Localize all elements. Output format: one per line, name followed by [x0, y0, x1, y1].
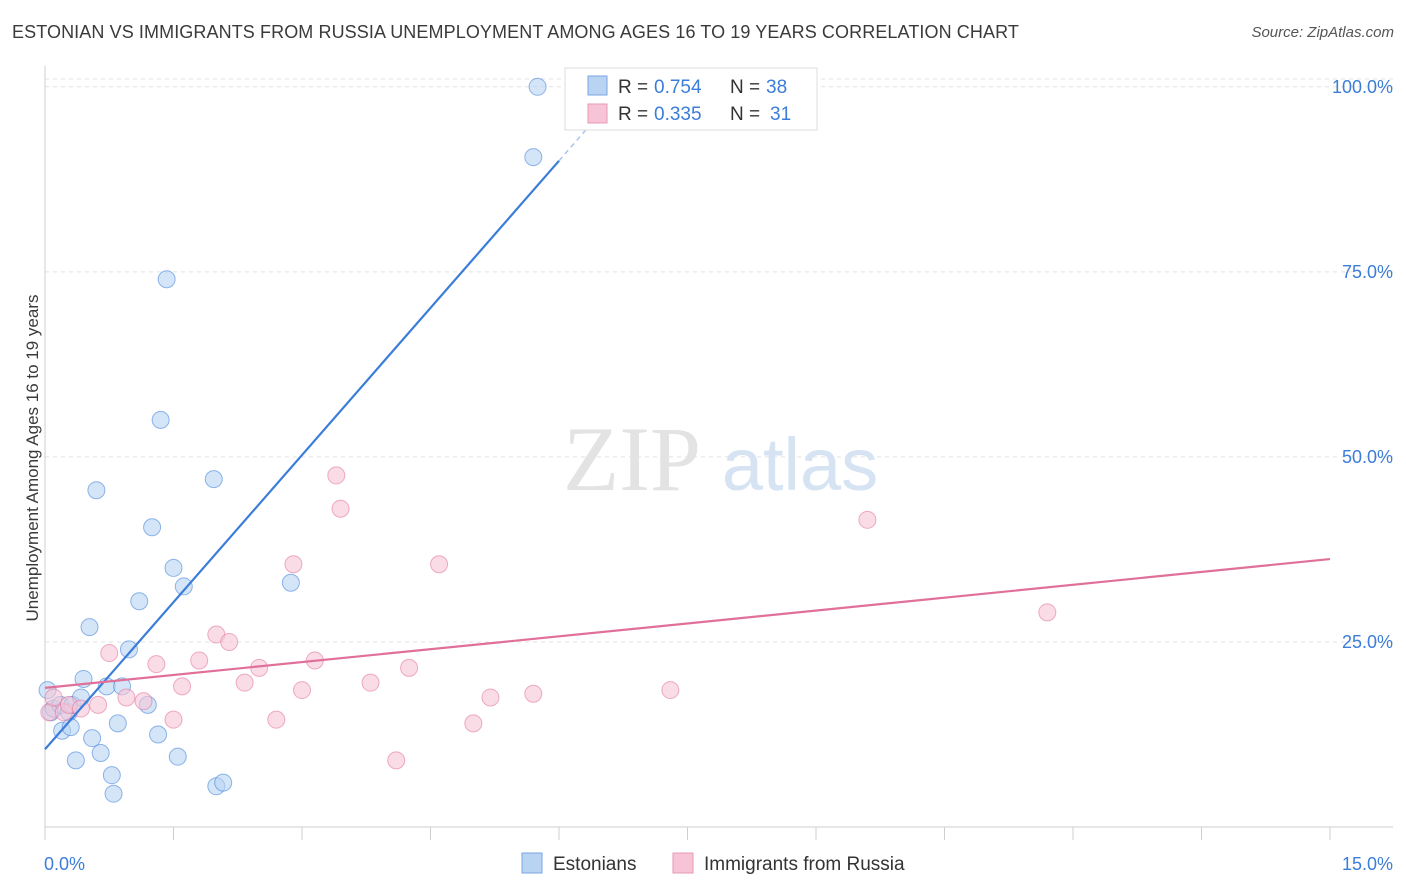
estonians-point-30 — [204, 470, 223, 489]
y-tick-label-100: 100.0% — [1332, 77, 1393, 97]
estonians-point-21 — [130, 592, 149, 611]
estonians-point-24 — [149, 725, 168, 744]
russia-point-14 — [220, 632, 239, 651]
estonians-point-34 — [524, 148, 543, 167]
y-tick-labels: 25.0% 50.0% 75.0% 100.0% — [1332, 77, 1393, 652]
russia-point-26 — [430, 555, 449, 574]
legend-n-value-russia: 31 — [770, 104, 791, 125]
legend-r-value-russia: 0.335 — [654, 104, 702, 125]
series-estonians-points — [38, 77, 547, 803]
russia-point-30 — [661, 681, 680, 700]
estonians-point-17 — [104, 784, 123, 803]
estonians-point-11 — [80, 618, 99, 637]
estonians-point-20 — [119, 640, 138, 659]
estonians-point-12 — [83, 729, 102, 748]
y-tick-label-50: 50.0% — [1342, 447, 1393, 467]
legend-series: Estonians Immigrants from Russia — [521, 852, 905, 875]
russia-point-5 — [89, 695, 108, 714]
legend-stats-swatch-estonians — [587, 75, 608, 96]
legend-label-estonians: Estonians — [553, 854, 636, 875]
watermark-atlas: atlas — [722, 423, 878, 506]
estonians-point-32 — [214, 773, 233, 792]
russia-point-29 — [524, 684, 543, 703]
russia-point-7 — [117, 688, 136, 707]
russia-point-12 — [190, 651, 209, 670]
estonians-point-18 — [108, 714, 127, 733]
russia-point-10 — [164, 710, 183, 729]
estonians-point-29 — [174, 577, 193, 596]
russia-point-22 — [331, 499, 350, 518]
russia-point-15 — [235, 673, 254, 692]
russia-point-19 — [293, 681, 311, 700]
estonians-point-33 — [281, 573, 300, 592]
estonians-point-35 — [528, 77, 547, 96]
legend-label-russia: Immigrants from Russia — [704, 854, 905, 875]
estonians-point-8 — [66, 751, 85, 770]
russia-point-23 — [361, 673, 380, 692]
watermark-zip: ZIP — [563, 408, 701, 510]
russia-point-21 — [327, 466, 346, 485]
chart-title: ESTONIAN VS IMMIGRANTS FROM RUSSIA UNEMP… — [12, 22, 1019, 42]
russia-point-6 — [100, 644, 119, 663]
estonians-point-13 — [87, 481, 106, 500]
russia-point-31 — [858, 510, 877, 529]
russia-point-28 — [481, 688, 500, 707]
y-axis-label: Unemployment Among Ages 16 to 19 years — [23, 295, 42, 622]
y-tick-label-25: 25.0% — [1342, 632, 1393, 652]
estonians-point-16 — [102, 766, 121, 785]
estonians-point-26 — [157, 270, 176, 289]
russia-point-32 — [1038, 603, 1057, 622]
legend-stats-swatch-russia — [587, 103, 608, 124]
russia-point-18 — [284, 555, 303, 574]
legend-r-value-estonians: 0.754 — [654, 77, 702, 98]
legend-stats: R = 0.754 N = 38 R = 0.335 N = 31 — [564, 67, 818, 131]
estonians-point-27 — [164, 558, 183, 577]
legend-n-value-estonians: 38 — [766, 77, 787, 98]
x-tick-label-max: 15.0% — [1342, 854, 1393, 874]
russia-point-11 — [173, 677, 192, 696]
estonians-point-14 — [91, 743, 110, 762]
estonians-point-23 — [143, 518, 162, 537]
watermark: ZIP atlas — [563, 408, 878, 510]
axes — [44, 66, 1393, 840]
x-tick-label-min: 0.0% — [44, 854, 85, 874]
russia-point-8 — [134, 692, 153, 711]
legend-swatch-russia — [672, 852, 694, 874]
legend-n-label-estonians: N = — [730, 77, 760, 98]
russia-point-1 — [44, 688, 63, 707]
legend-swatch-estonians — [521, 852, 543, 874]
russia-point-17 — [267, 710, 286, 729]
trend-line-russia — [44, 557, 1331, 689]
series-russia-points — [40, 466, 1057, 770]
chart-source: Source: ZipAtlas.com — [1251, 24, 1394, 41]
russia-point-9 — [147, 655, 166, 674]
estonians-point-25 — [151, 410, 170, 429]
legend-n-label-russia: N = — [730, 104, 760, 125]
trend-line-estonians — [44, 160, 560, 751]
russia-point-24 — [387, 751, 406, 770]
y-tick-label-75: 75.0% — [1342, 262, 1393, 282]
russia-point-27 — [464, 714, 483, 733]
russia-point-25 — [400, 658, 419, 677]
grid-lines — [45, 78, 1393, 643]
legend-r-label-russia: R = — [618, 104, 648, 125]
legend-r-label-estonians: R = — [618, 77, 648, 98]
estonians-point-28 — [168, 747, 187, 766]
x-tick-labels: 0.0% 15.0% — [44, 854, 1393, 874]
